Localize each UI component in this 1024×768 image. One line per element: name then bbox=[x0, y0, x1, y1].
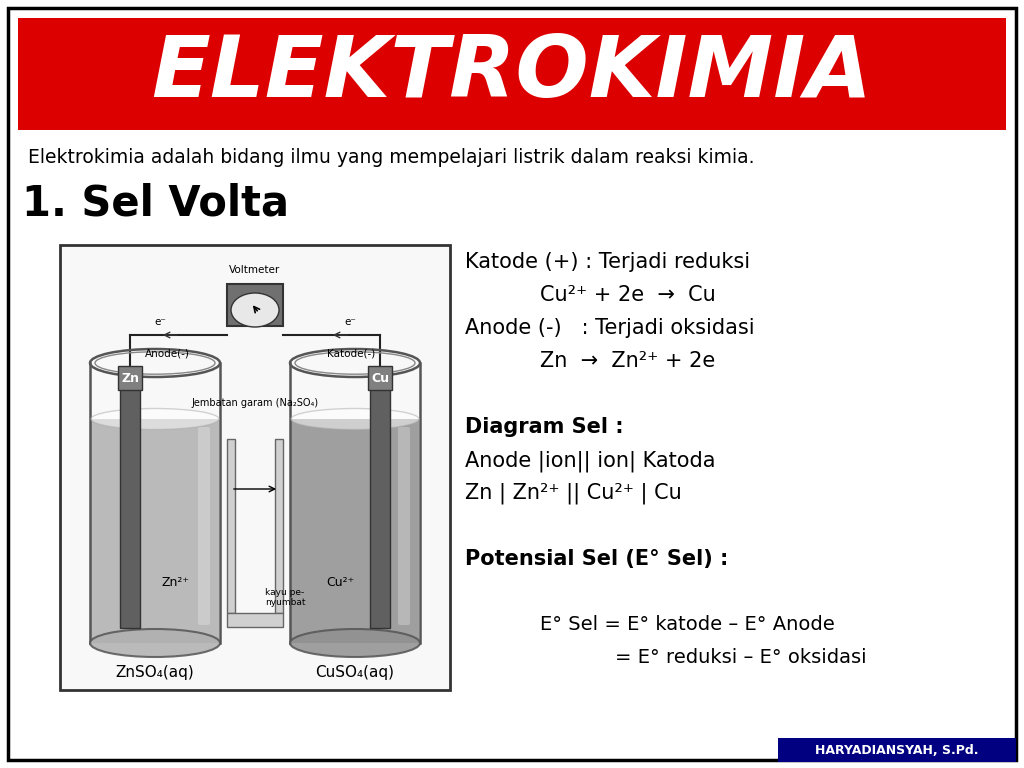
Text: Jembatan garam (Na₂SO₄): Jembatan garam (Na₂SO₄) bbox=[191, 398, 318, 408]
Ellipse shape bbox=[291, 409, 419, 429]
Text: HARYADIANSYAH, S.Pd.: HARYADIANSYAH, S.Pd. bbox=[815, 743, 979, 756]
Ellipse shape bbox=[90, 629, 220, 657]
Text: CuSO₄(aq): CuSO₄(aq) bbox=[315, 664, 394, 680]
Text: Anode |ion|| ion| Katoda: Anode |ion|| ion| Katoda bbox=[465, 450, 716, 472]
Text: e⁻: e⁻ bbox=[344, 317, 356, 327]
Bar bbox=[18, 18, 1006, 130]
Text: e⁻: e⁻ bbox=[154, 317, 166, 327]
Bar bbox=[370, 368, 390, 628]
Text: Voltmeter: Voltmeter bbox=[229, 265, 281, 275]
Text: ZnSO₄(aq): ZnSO₄(aq) bbox=[116, 664, 195, 680]
Bar bbox=[118, 366, 142, 390]
Text: Katode (+) : Terjadi reduksi: Katode (+) : Terjadi reduksi bbox=[465, 252, 751, 272]
FancyBboxPatch shape bbox=[198, 427, 210, 625]
Bar bbox=[291, 419, 419, 643]
Bar bbox=[60, 245, 450, 690]
Bar bbox=[227, 613, 283, 627]
Ellipse shape bbox=[231, 293, 279, 327]
Text: Cu: Cu bbox=[371, 372, 389, 385]
Bar bbox=[91, 419, 219, 643]
Bar bbox=[778, 738, 1016, 762]
Text: kayu pe-
nyumbat: kayu pe- nyumbat bbox=[265, 588, 305, 607]
Text: Cu²⁺ + 2e  →  Cu: Cu²⁺ + 2e → Cu bbox=[540, 285, 716, 305]
Bar bbox=[227, 284, 283, 326]
Bar bbox=[368, 366, 392, 390]
Text: Potensial Sel (E° Sel) :: Potensial Sel (E° Sel) : bbox=[465, 549, 728, 569]
Text: E° Sel = E° katode – E° Anode: E° Sel = E° katode – E° Anode bbox=[540, 615, 835, 634]
Bar bbox=[120, 368, 140, 628]
Text: 1. Sel Volta: 1. Sel Volta bbox=[22, 182, 289, 224]
Text: = E° reduksi – E° oksidasi: = E° reduksi – E° oksidasi bbox=[615, 648, 866, 667]
Text: Zn: Zn bbox=[121, 372, 139, 385]
Text: Anode(-): Anode(-) bbox=[145, 348, 189, 358]
FancyBboxPatch shape bbox=[398, 427, 410, 625]
Text: Diagram Sel :: Diagram Sel : bbox=[465, 417, 624, 437]
Text: Zn²⁺: Zn²⁺ bbox=[161, 577, 189, 590]
Text: Katode(-): Katode(-) bbox=[327, 348, 375, 358]
Ellipse shape bbox=[91, 409, 219, 429]
Text: ELEKTROKIMIA: ELEKTROKIMIA bbox=[152, 32, 872, 115]
Bar bbox=[275, 439, 283, 613]
Text: Elektrokimia adalah bidang ilmu yang mempelajari listrik dalam reaksi kimia.: Elektrokimia adalah bidang ilmu yang mem… bbox=[28, 148, 755, 167]
Text: Cu²⁺: Cu²⁺ bbox=[326, 577, 354, 590]
Text: Anode (-)   : Terjadi oksidasi: Anode (-) : Terjadi oksidasi bbox=[465, 318, 755, 338]
Text: Zn | Zn²⁺ || Cu²⁺ | Cu: Zn | Zn²⁺ || Cu²⁺ | Cu bbox=[465, 483, 682, 505]
Text: Zn  →  Zn²⁺ + 2e: Zn → Zn²⁺ + 2e bbox=[540, 351, 715, 371]
Ellipse shape bbox=[290, 629, 420, 657]
Bar bbox=[227, 439, 234, 613]
